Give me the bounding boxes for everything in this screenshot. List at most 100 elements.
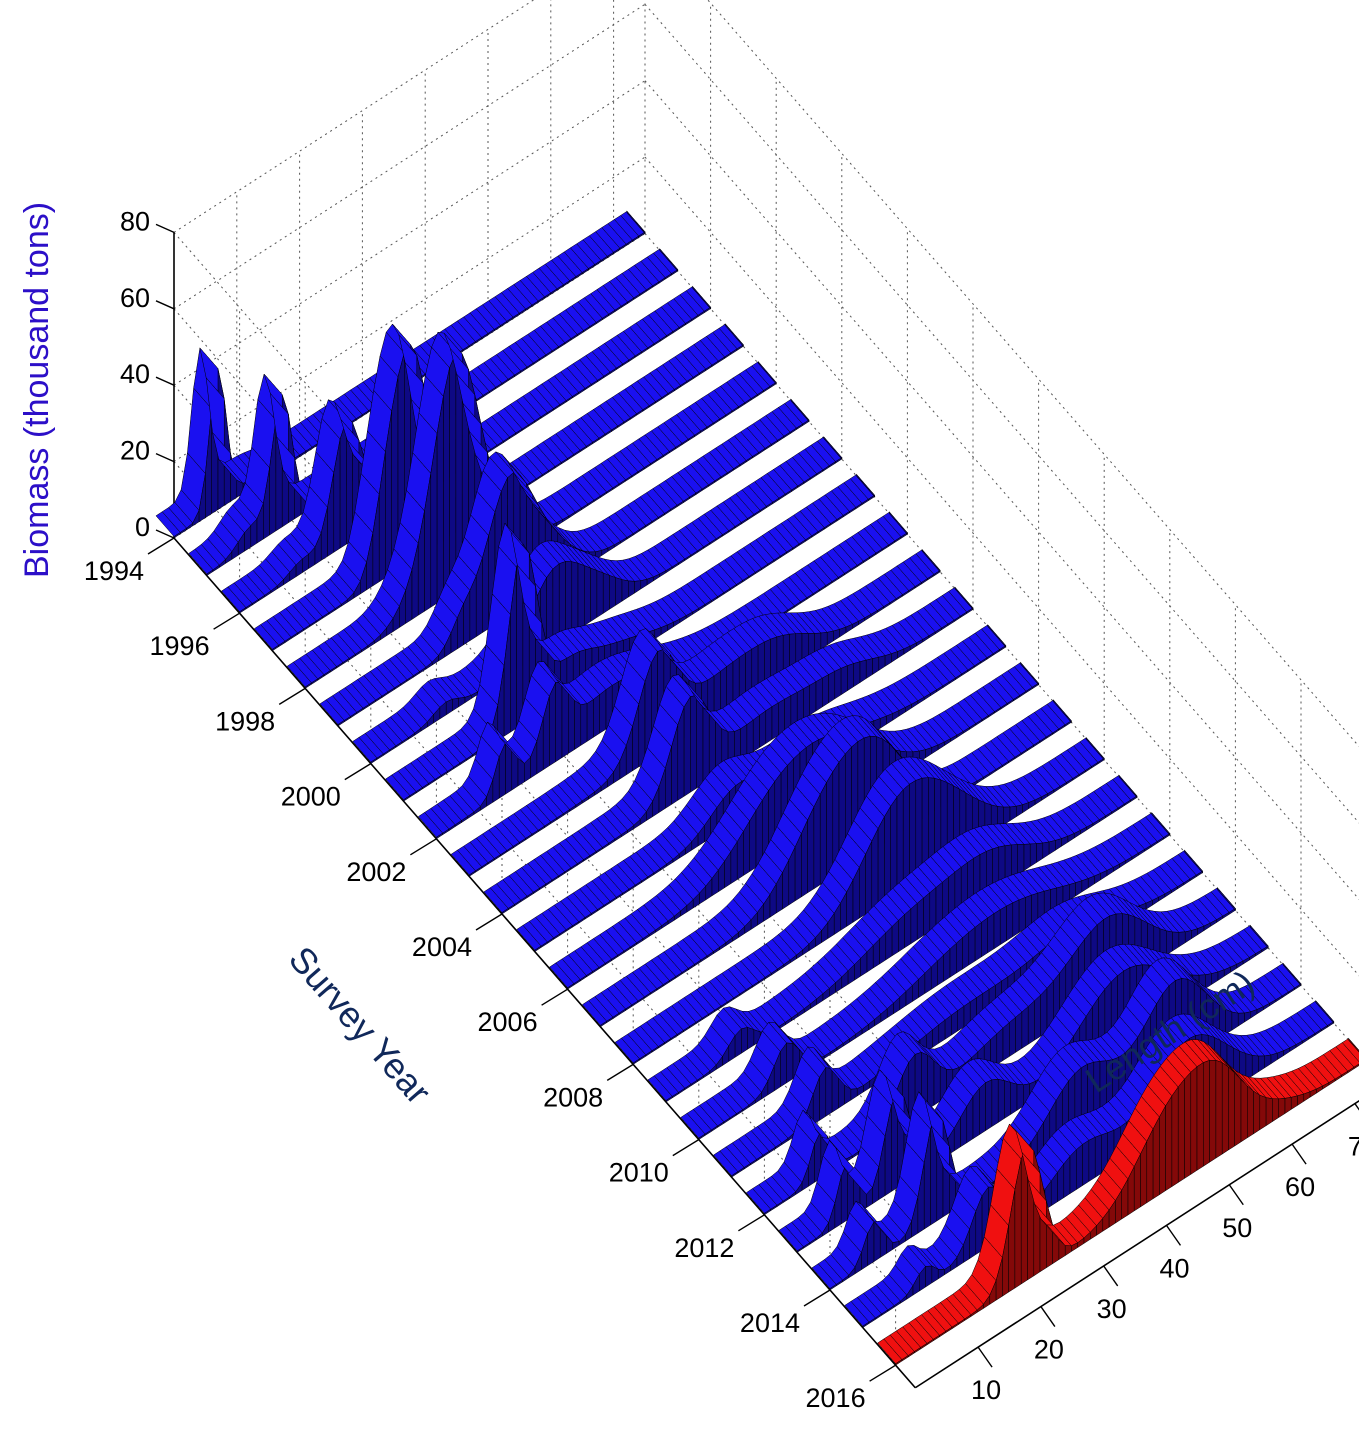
bar-front — [822, 674, 829, 708]
bar-front — [956, 937, 963, 974]
bar-front — [925, 1265, 933, 1288]
bar-front — [1177, 1078, 1185, 1183]
bar-front — [571, 561, 579, 635]
bar-front — [1016, 1083, 1024, 1111]
bar-front — [1003, 806, 1011, 826]
bar-front — [1297, 1093, 1305, 1106]
bar-end — [1184, 849, 1203, 874]
y-tick-label: 1998 — [215, 706, 275, 736]
bar-front — [702, 700, 710, 785]
bar-front — [891, 919, 899, 957]
bar-front — [436, 396, 444, 604]
bar-front — [1146, 1128, 1154, 1204]
bar-front — [962, 931, 970, 970]
bar-front — [568, 690, 575, 754]
bar-front — [1006, 902, 1014, 942]
bar-front — [634, 580, 642, 594]
bar-front — [1166, 930, 1173, 956]
z-tick-label: 0 — [135, 512, 150, 542]
bar-front — [586, 699, 594, 742]
series-2010 — [680, 811, 1171, 1141]
bar-front — [1231, 1011, 1239, 1031]
bar-front — [840, 665, 848, 696]
bar-end — [659, 248, 679, 272]
bar-front — [590, 567, 598, 622]
bar-end — [1217, 886, 1236, 912]
bar-end — [921, 548, 941, 573]
bar-end — [1151, 811, 1171, 836]
bar-front — [985, 1079, 993, 1132]
bar-end — [1118, 774, 1138, 799]
bar-front — [1244, 1011, 1252, 1023]
bar-front — [933, 1060, 941, 1106]
x-tick-label: 40 — [1159, 1253, 1189, 1283]
bar-front — [826, 770, 834, 882]
x-tick-label: 20 — [1034, 1335, 1064, 1365]
bar-end — [823, 436, 843, 460]
bar-front — [778, 698, 785, 736]
bar-front — [819, 782, 827, 886]
bar-front — [1215, 1059, 1223, 1159]
bar-front — [1036, 842, 1044, 863]
bar-front — [771, 702, 779, 740]
bar-front — [847, 663, 854, 692]
bar-end — [1315, 999, 1335, 1024]
bar-front — [1184, 930, 1192, 944]
bar-front — [825, 1067, 833, 1117]
bar-front — [609, 575, 616, 610]
bar-front — [993, 909, 1001, 950]
bar-front — [1272, 1098, 1279, 1123]
bar-front — [801, 819, 808, 898]
bar-front — [577, 562, 585, 631]
bar-front — [885, 925, 893, 961]
y-tick-label: 2000 — [281, 782, 341, 812]
series-2007 — [582, 699, 1072, 1028]
bar-front — [746, 719, 754, 757]
bar-end — [856, 473, 875, 498]
bar-front — [815, 677, 823, 712]
bar-front — [1088, 1136, 1096, 1182]
bar-front — [1081, 878, 1089, 893]
bar-front — [1237, 1012, 1245, 1027]
bar-front — [1270, 1052, 1278, 1065]
bar-front — [602, 572, 610, 614]
bar-front — [1228, 1066, 1235, 1151]
x-tick-label: 30 — [1097, 1294, 1127, 1324]
bar-front — [1004, 1080, 1011, 1119]
bar-front — [1191, 928, 1198, 940]
bar-front — [1172, 931, 1180, 952]
bar-front — [979, 1082, 986, 1136]
bar-front — [574, 700, 582, 750]
bar-front — [999, 905, 1007, 946]
bar-front — [871, 828, 879, 911]
bar-front — [752, 714, 760, 753]
x-tick-label: 60 — [1285, 1172, 1315, 1202]
y-tick-label: 1996 — [150, 631, 210, 661]
bar-front — [640, 578, 648, 590]
bar-front — [891, 651, 898, 663]
bar-front — [996, 1027, 1004, 1066]
label-layer: 0 20 40 60 80 1994 1996 1998 2000 2002 2004 2006 200… — [84, 206, 1359, 1413]
bar-front — [1165, 1095, 1173, 1192]
bar-front — [555, 682, 563, 763]
bar-end — [889, 511, 908, 536]
bar-front — [749, 809, 757, 872]
bar-front — [1018, 897, 1026, 933]
bar-front — [615, 577, 623, 606]
bar-front — [1265, 1097, 1273, 1127]
bar-front — [927, 1054, 935, 1110]
bar-end — [1020, 661, 1039, 686]
bar-front — [1009, 805, 1017, 822]
bar-front — [1251, 1055, 1259, 1077]
bar-front — [1184, 1071, 1192, 1179]
bar-front — [1203, 1059, 1210, 1167]
bar-front — [1034, 994, 1041, 1041]
bar-front — [943, 948, 951, 982]
bar-front — [1046, 1200, 1053, 1269]
bar-front — [813, 794, 821, 890]
bar-front — [834, 667, 842, 700]
bar-front — [877, 816, 885, 907]
bar-front — [765, 706, 773, 744]
bar-front — [1042, 841, 1050, 859]
bar-front — [759, 710, 767, 748]
